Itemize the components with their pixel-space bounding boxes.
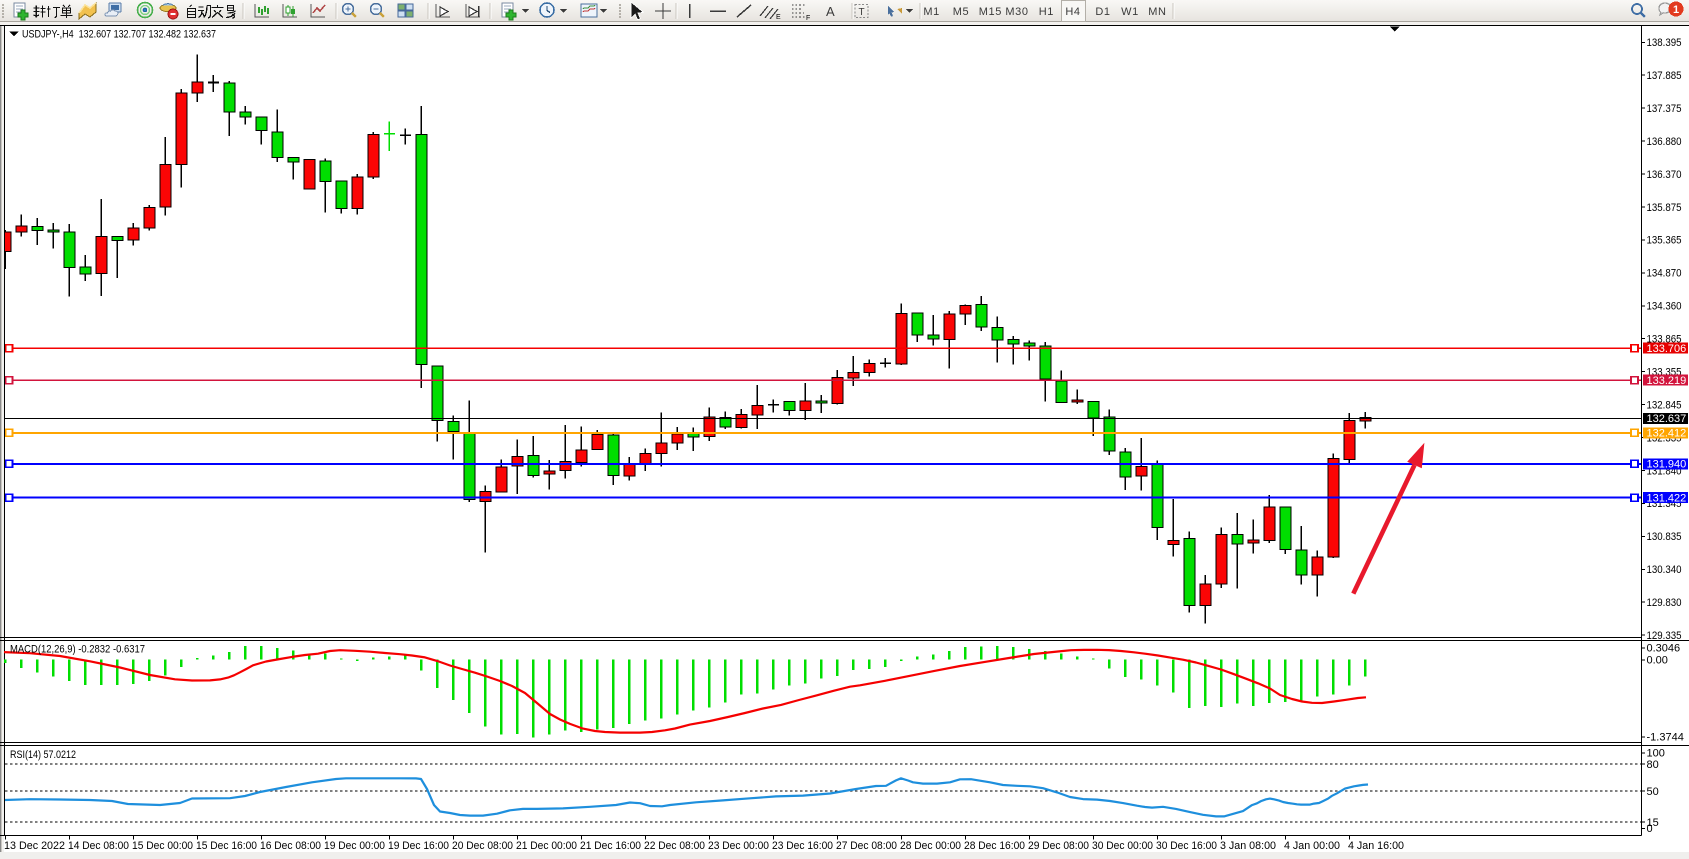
svg-text:19 Dec 00:00: 19 Dec 00:00 — [324, 840, 385, 852]
svg-text:29 Dec 08:00: 29 Dec 08:00 — [1028, 840, 1089, 852]
svg-text:130.835: 130.835 — [1647, 531, 1682, 543]
svg-text:28 Dec 16:00: 28 Dec 16:00 — [964, 840, 1025, 852]
svg-text:23 Dec 00:00: 23 Dec 00:00 — [708, 840, 769, 852]
svg-text:1: 1 — [1673, 4, 1679, 16]
svg-text:131.940: 131.940 — [1647, 459, 1687, 471]
svg-text:135.365: 135.365 — [1647, 235, 1682, 247]
svg-text:M30: M30 — [1005, 6, 1028, 18]
svg-text:0.3046: 0.3046 — [1647, 643, 1681, 655]
svg-text:133.219: 133.219 — [1647, 375, 1687, 387]
svg-text:H1: H1 — [1039, 6, 1054, 18]
svg-text:129.830: 129.830 — [1647, 597, 1682, 609]
svg-text:137.375: 137.375 — [1647, 103, 1682, 115]
svg-text:21 Dec 16:00: 21 Dec 16:00 — [580, 840, 641, 852]
svg-text:0: 0 — [1647, 823, 1653, 835]
svg-text:132.637: 132.637 — [1647, 413, 1687, 425]
svg-text:136.370: 136.370 — [1647, 169, 1682, 181]
svg-text:80: 80 — [1647, 759, 1659, 771]
svg-text:100: 100 — [1647, 748, 1665, 760]
svg-text:135.875: 135.875 — [1647, 202, 1682, 214]
svg-text:E: E — [776, 14, 781, 21]
svg-text:134.870: 134.870 — [1647, 268, 1682, 280]
svg-text:133.706: 133.706 — [1647, 343, 1687, 355]
svg-text:USDJPY-,H4 132.607 132.707 13: USDJPY-,H4 132.607 132.707 132.482 132.6… — [22, 29, 216, 41]
svg-text:27 Dec 08:00: 27 Dec 08:00 — [836, 840, 897, 852]
svg-text:-1.3744: -1.3744 — [1647, 732, 1684, 744]
svg-text:4 Jan 00:00: 4 Jan 00:00 — [1284, 840, 1340, 852]
svg-text:MN: MN — [1148, 6, 1166, 18]
svg-text:T: T — [859, 7, 865, 18]
svg-text:15 Dec 00:00: 15 Dec 00:00 — [132, 840, 193, 852]
svg-text:22 Dec 08:00: 22 Dec 08:00 — [644, 840, 705, 852]
svg-text:15: 15 — [1647, 817, 1659, 829]
svg-text:50: 50 — [1647, 786, 1659, 798]
svg-text:M5: M5 — [953, 6, 969, 18]
svg-text:138.395: 138.395 — [1647, 37, 1682, 49]
svg-text:136.880: 136.880 — [1647, 136, 1682, 148]
svg-text:16 Dec 08:00: 16 Dec 08:00 — [260, 840, 321, 852]
svg-text:4 Jan 16:00: 4 Jan 16:00 — [1348, 840, 1404, 852]
svg-text:129.335: 129.335 — [1647, 630, 1682, 642]
svg-text:W1: W1 — [1121, 6, 1139, 18]
svg-text:134.360: 134.360 — [1647, 301, 1682, 313]
svg-text:M15: M15 — [979, 6, 1002, 18]
svg-text:3 Jan 08:00: 3 Jan 08:00 — [1220, 840, 1276, 852]
svg-text:132.412: 132.412 — [1647, 428, 1687, 440]
svg-text:21 Dec 00:00: 21 Dec 00:00 — [516, 840, 577, 852]
svg-text:19 Dec 16:00: 19 Dec 16:00 — [388, 840, 449, 852]
svg-text:30 Dec 16:00: 30 Dec 16:00 — [1156, 840, 1217, 852]
svg-text:30 Dec 00:00: 30 Dec 00:00 — [1092, 840, 1153, 852]
svg-text:15 Dec 16:00: 15 Dec 16:00 — [196, 840, 257, 852]
svg-text:132.845: 132.845 — [1647, 399, 1682, 411]
svg-text:23 Dec 16:00: 23 Dec 16:00 — [772, 840, 833, 852]
svg-text:130.340: 130.340 — [1647, 564, 1682, 576]
svg-text:MACD(12,26,9) -0.2832 -0.6317: MACD(12,26,9) -0.2832 -0.6317 — [10, 644, 145, 656]
svg-text:RSI(14) 57.0212: RSI(14) 57.0212 — [10, 749, 76, 761]
svg-text:0.00: 0.00 — [1647, 655, 1668, 667]
svg-text:28 Dec 00:00: 28 Dec 00:00 — [900, 840, 961, 852]
svg-text:14 Dec 08:00: 14 Dec 08:00 — [68, 840, 129, 852]
svg-text:D1: D1 — [1095, 6, 1110, 18]
svg-text:F: F — [806, 15, 810, 22]
svg-text:131.422: 131.422 — [1647, 492, 1687, 504]
svg-text:M1: M1 — [923, 6, 939, 18]
svg-text:133.865: 133.865 — [1647, 334, 1682, 346]
svg-text:H4: H4 — [1065, 6, 1080, 18]
svg-text:137.885: 137.885 — [1647, 70, 1682, 82]
svg-text:A: A — [826, 4, 835, 19]
svg-text:20 Dec 08:00: 20 Dec 08:00 — [452, 840, 513, 852]
svg-text:13 Dec 2022: 13 Dec 2022 — [4, 840, 65, 852]
